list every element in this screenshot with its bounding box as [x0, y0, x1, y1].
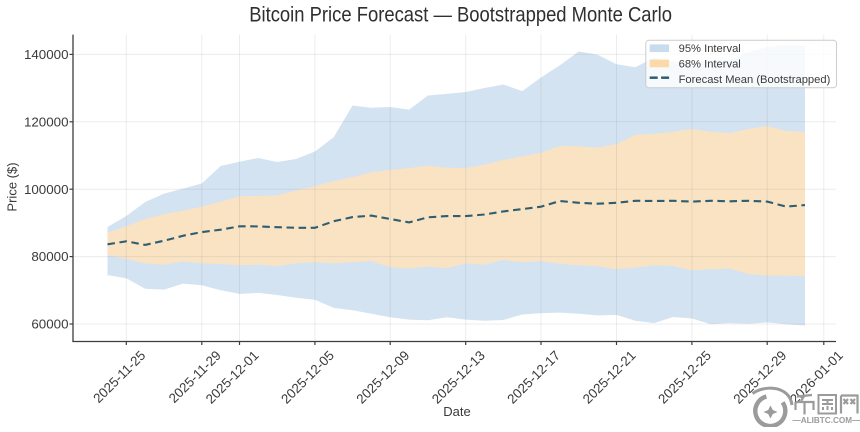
svg-text:140000: 140000 [24, 47, 69, 62]
svg-text:95% Interval: 95% Interval [679, 43, 741, 55]
svg-text:Price ($): Price ($) [5, 162, 20, 211]
svg-text:Date: Date [443, 404, 470, 419]
svg-text:80000: 80000 [31, 249, 68, 264]
svg-text:Bitcoin Price Forecast — Boots: Bitcoin Price Forecast — Bootstrapped Mo… [249, 3, 672, 26]
svg-text:120000: 120000 [24, 114, 69, 129]
svg-text:60000: 60000 [31, 317, 68, 332]
svg-text:68% Interval: 68% Interval [679, 59, 741, 71]
svg-text:100000: 100000 [24, 182, 69, 197]
svg-text:Forecast Mean (Bootstrapped): Forecast Mean (Bootstrapped) [679, 74, 831, 86]
svg-text:—ALIBTC.COM—: —ALIBTC.COM— [793, 416, 860, 425]
